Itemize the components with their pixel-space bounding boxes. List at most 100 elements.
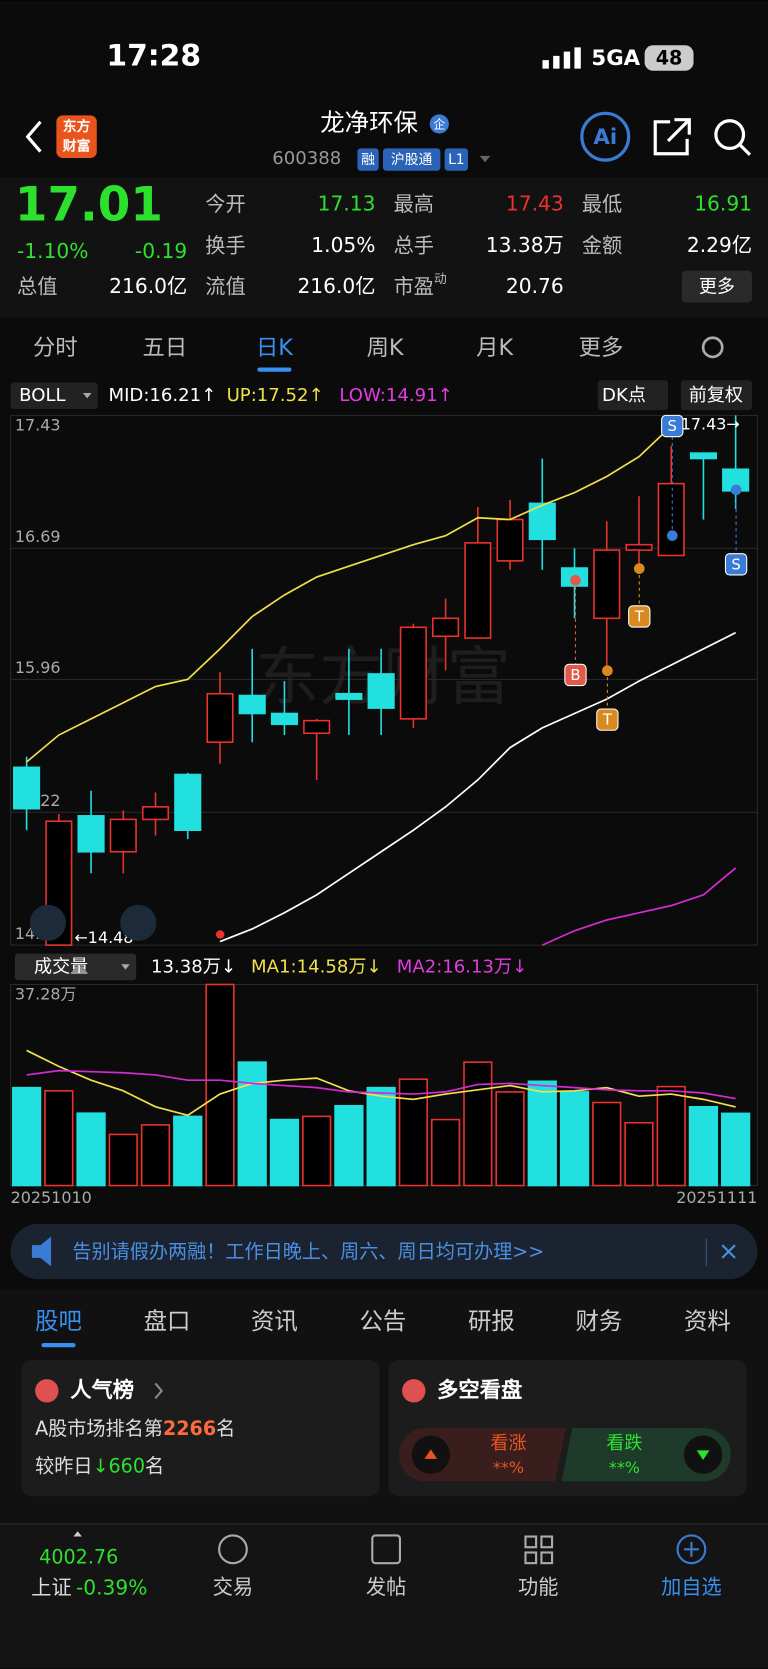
tab[interactable]: 日K	[256, 335, 294, 361]
stat-label-text: 金额	[582, 233, 622, 257]
bear-button[interactable]	[561, 1428, 731, 1482]
ai-button[interactable]	[580, 111, 631, 162]
candle-body	[13, 766, 41, 810]
volume-bar	[269, 1118, 300, 1187]
section-tab[interactable]: 财务	[575, 1307, 622, 1335]
stat-value: 13.38万	[486, 233, 564, 257]
logo-text: 东方	[63, 118, 91, 135]
signal-dot	[633, 563, 645, 574]
logo	[56, 115, 97, 158]
tab[interactable]: 更多	[579, 335, 624, 361]
x-label: 20251010	[11, 1188, 92, 1207]
settings-icon[interactable]	[701, 336, 724, 359]
popularity-card[interactable]	[21, 1359, 380, 1497]
tag-text: 融	[361, 152, 375, 168]
dk-button[interactable]	[597, 380, 669, 411]
trade-icon	[218, 1534, 248, 1565]
search-button[interactable]	[714, 119, 746, 151]
stat-label-text: 最高	[394, 191, 434, 215]
tab[interactable]: 分时	[33, 335, 78, 361]
stat-label-text: 市盈	[394, 274, 434, 298]
battery-level: 48	[656, 47, 683, 70]
more-button[interactable]	[681, 270, 753, 303]
card-title: 人气榜	[70, 1377, 134, 1403]
index-name: 上证	[31, 1575, 71, 1599]
rank-line: A股市场排名第2266名	[35, 1417, 235, 1440]
section-tab[interactable]: 资料	[684, 1307, 731, 1335]
more-label: 更多	[699, 277, 735, 298]
stat-label-text: 今开	[205, 191, 245, 215]
back-button[interactable]	[25, 120, 42, 153]
section-tab[interactable]: 股吧	[35, 1307, 82, 1335]
stat-value: 216.0亿	[109, 274, 187, 298]
section-tab[interactable]: 研报	[468, 1307, 515, 1335]
tab[interactable]: 月K	[476, 335, 514, 361]
stat-label: 最高	[394, 191, 434, 215]
stat-value: 216.0亿	[297, 274, 375, 298]
tab[interactable]: 周K	[367, 335, 405, 361]
bottom-nav	[0, 1523, 768, 1669]
stat-value: 16.91	[694, 191, 752, 215]
section-tab[interactable]: 盘口	[144, 1307, 191, 1335]
index-value[interactable]: 4002.76	[39, 1545, 118, 1568]
signal-badge	[628, 605, 651, 628]
signal-dot	[602, 665, 613, 677]
expand-icon	[73, 1531, 82, 1537]
card-icon	[35, 1379, 59, 1403]
indicator-name: BOLL	[19, 385, 65, 406]
candle-body	[399, 626, 427, 720]
volume-bar	[205, 983, 235, 1187]
volume-bar	[559, 1091, 590, 1187]
signal-badge	[596, 708, 619, 731]
tab-underline	[257, 367, 292, 372]
badge	[429, 114, 449, 134]
close-button[interactable]	[721, 1244, 736, 1259]
y-tick-label: 16.69	[15, 527, 61, 546]
nav-item[interactable]: 功能	[518, 1575, 558, 1599]
x-label: 20251111	[676, 1188, 757, 1207]
signal-dot	[666, 530, 678, 541]
candle-body	[270, 712, 298, 726]
stat-value: 2.29亿	[687, 233, 752, 257]
dropdown[interactable]	[479, 155, 491, 163]
volume-bar	[366, 1086, 396, 1187]
bear-value: **%	[609, 1458, 640, 1477]
stock-code: 600388	[272, 148, 341, 169]
logo-text: 财富	[63, 137, 91, 154]
indicator-line	[219, 631, 737, 943]
signal-label: B	[570, 666, 580, 684]
nav-item[interactable]: 发帖	[366, 1575, 406, 1599]
share-button[interactable]	[653, 118, 691, 156]
tag-text: L1	[448, 152, 464, 168]
indicator-select[interactable]	[10, 382, 98, 410]
candle-body	[496, 518, 524, 562]
volume-ma1: MA1:14.58万↓	[251, 956, 382, 977]
tab[interactable]: 五日	[143, 335, 188, 361]
boll-mid: MID:16.21↑	[108, 385, 216, 406]
volume-select[interactable]	[14, 953, 137, 981]
zoom-button[interactable]	[120, 904, 157, 941]
battery	[644, 45, 694, 71]
signal-dot	[730, 484, 742, 496]
section-tab[interactable]: 公告	[360, 1307, 407, 1335]
volume-bar	[721, 1112, 751, 1187]
section-tab[interactable]: 资讯	[251, 1307, 298, 1335]
volume-bar	[656, 1085, 686, 1187]
banner[interactable]	[10, 1223, 758, 1280]
annotation: 17.43→	[681, 414, 740, 433]
stat-value: 17.13	[318, 191, 376, 215]
quote-panel	[0, 177, 768, 318]
volume-bar	[302, 1115, 332, 1187]
nav-button[interactable]	[29, 904, 66, 941]
tag	[382, 148, 441, 171]
stat-label-text: 总手	[394, 233, 434, 257]
banner-text: 告别请假办两融！工作日晚上、周六、周日均可办理>>	[72, 1240, 544, 1263]
nav-item[interactable]: 加自选	[661, 1575, 722, 1599]
nav-item[interactable]: 交易	[213, 1575, 253, 1599]
adjust-label: 前复权	[689, 385, 743, 406]
volume-ma2: MA2:16.13万↓	[397, 956, 528, 977]
stat-label: 金额	[582, 233, 622, 257]
adjust-button[interactable]	[680, 380, 753, 411]
post-icon	[371, 1534, 402, 1565]
index-line[interactable]: 上证 -0.39%	[31, 1575, 147, 1599]
